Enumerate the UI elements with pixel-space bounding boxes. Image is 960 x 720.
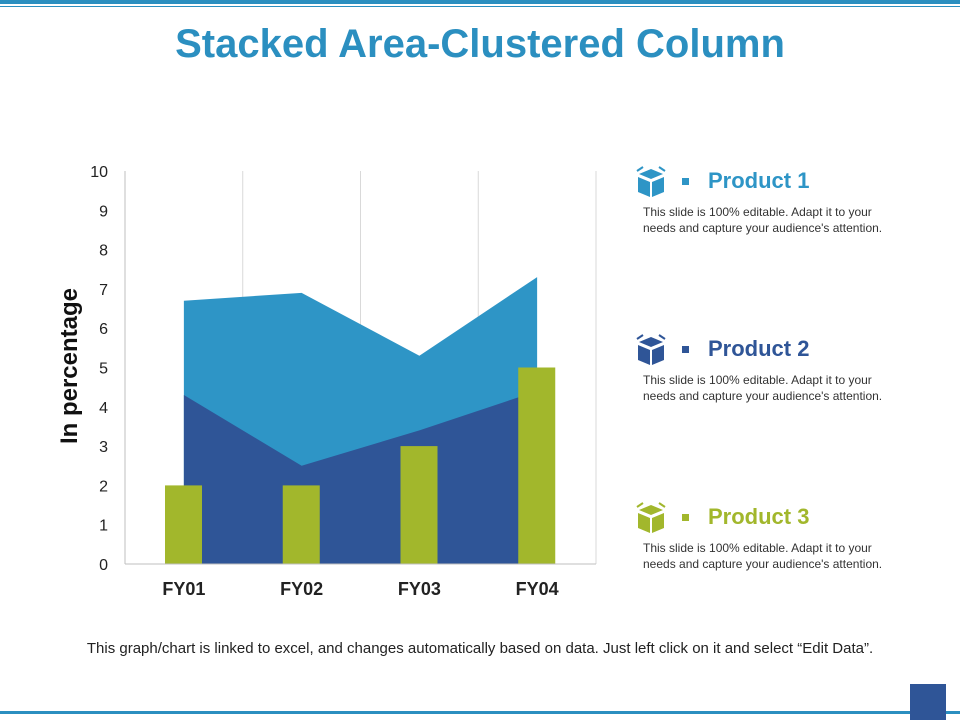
box-icon <box>636 334 666 365</box>
legend-item: Product 2 This slide is 100% editable. Ad… <box>634 334 934 404</box>
legend-title: Product 2 <box>708 336 810 361</box>
bar-product-3 <box>165 485 202 564</box>
area-series-product-2 <box>183 391 538 564</box>
bar-product-3 <box>282 485 320 564</box>
legend-header: Product 1 <box>634 166 934 200</box>
legend-description: This slide is 100% editable. Adapt it to… <box>643 205 883 235</box>
legend-header: Product 2 <box>634 334 934 368</box>
y-tick-label: 3 <box>99 439 108 456</box>
legend-item: Product 3 This slide is 100% editable. Ad… <box>634 502 934 572</box>
y-tick-label: 2 <box>99 478 108 495</box>
legend-description: This slide is 100% editable. Adapt it to… <box>643 541 883 571</box>
top-rule-thin <box>0 6 960 7</box>
legend-bullet <box>682 346 689 353</box>
slide-title: Stacked Area-Clustered Column <box>175 22 785 66</box>
legend-header: Product 3 <box>634 502 934 536</box>
y-tick-label: 1 <box>99 518 108 535</box>
legend-title: Product 3 <box>708 504 810 529</box>
y-tick-label: 6 <box>99 321 108 338</box>
x-tick-label: FY01 <box>162 579 205 599</box>
y-axis-label: In percentage <box>56 287 83 445</box>
x-tick-label: FY04 <box>516 579 559 599</box>
y-tick-label: 10 <box>90 164 108 181</box>
bottom-accent-box <box>910 684 946 720</box>
top-rule <box>0 0 960 4</box>
bottom-rule <box>0 711 960 714</box>
legend-description: This slide is 100% editable. Adapt it to… <box>643 373 883 403</box>
legend-title: Product 1 <box>708 168 810 193</box>
y-tick-label: 8 <box>99 243 108 260</box>
y-tick-label: 9 <box>99 203 108 220</box>
bar-product-3 <box>518 367 556 564</box>
box-icon <box>636 166 666 197</box>
y-tick-label: 4 <box>99 400 108 417</box>
box-icon <box>636 502 666 533</box>
x-tick-label: FY02 <box>280 579 323 599</box>
legend-bullet <box>682 514 689 521</box>
y-tick-label: 5 <box>99 361 108 378</box>
bar-product-3 <box>400 446 438 564</box>
footnote: This graph/chart is linked to excel, and… <box>86 640 874 657</box>
x-tick-label: FY03 <box>398 579 441 599</box>
legend-item: Product 1 This slide is 100% editable. Ad… <box>634 166 934 236</box>
y-tick-label: 0 <box>99 557 108 574</box>
y-tick-label: 7 <box>99 282 108 299</box>
legend-bullet <box>682 178 689 185</box>
